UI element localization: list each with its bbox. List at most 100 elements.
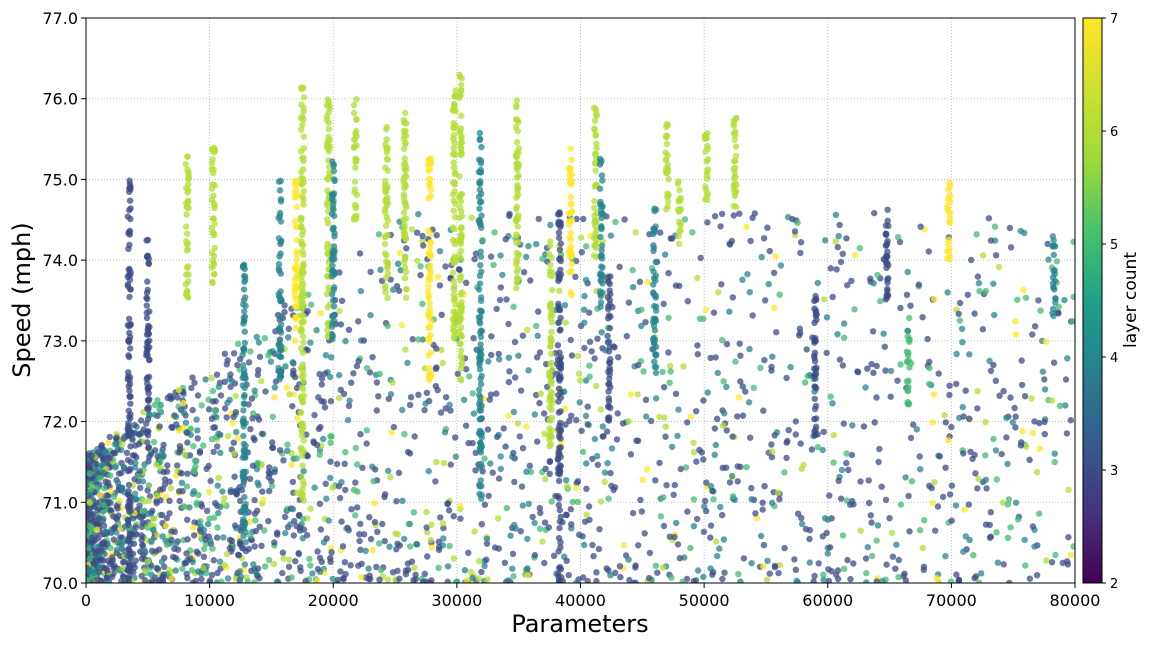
data-point <box>421 406 428 414</box>
data-point <box>267 358 275 365</box>
data-point <box>684 298 691 305</box>
data-point <box>1019 428 1026 435</box>
data-point <box>819 446 826 454</box>
data-point <box>496 296 504 304</box>
data-point <box>383 149 391 156</box>
colorbar-label: layer count <box>1121 252 1141 348</box>
data-point <box>162 522 170 529</box>
data-point <box>883 253 891 260</box>
data-point <box>768 441 775 448</box>
data-point <box>533 322 540 330</box>
data-point <box>210 232 218 239</box>
data-point <box>882 296 889 303</box>
data-point <box>710 496 717 503</box>
x-tick-label: 0 <box>81 591 91 610</box>
data-point <box>856 244 863 252</box>
data-point <box>1041 376 1048 383</box>
data-point <box>298 373 305 380</box>
data-point <box>487 253 495 260</box>
data-point <box>329 312 336 319</box>
data-point <box>573 579 580 583</box>
data-point <box>250 434 257 442</box>
data-point <box>1006 579 1013 583</box>
data-point <box>127 183 134 190</box>
data-point <box>242 447 249 454</box>
data-point <box>732 152 740 159</box>
data-point <box>554 356 562 363</box>
x-tick-label: 10000 <box>184 591 235 610</box>
data-point <box>439 359 446 367</box>
data-point <box>300 175 307 183</box>
data-point <box>346 397 353 404</box>
data-point <box>258 378 265 385</box>
data-point <box>904 351 912 359</box>
data-point <box>945 186 952 193</box>
data-point <box>1049 243 1056 250</box>
data-point <box>277 353 284 360</box>
data-point <box>86 541 90 548</box>
data-point <box>387 474 394 481</box>
data-point <box>554 492 562 500</box>
data-point <box>185 175 192 182</box>
data-point <box>840 565 848 573</box>
data-point <box>524 572 532 579</box>
data-point <box>731 174 738 182</box>
data-point <box>863 569 870 577</box>
data-point <box>700 528 708 536</box>
data-point <box>101 485 108 492</box>
data-point <box>435 564 442 571</box>
data-point <box>593 577 600 583</box>
data-point <box>578 249 585 256</box>
data-point <box>426 579 434 583</box>
data-point <box>363 365 371 372</box>
data-point <box>426 324 434 331</box>
data-point <box>770 269 778 276</box>
y-axis: 70.071.072.073.074.075.076.077.0 <box>42 9 86 593</box>
data-point <box>427 536 434 544</box>
data-point <box>184 189 191 196</box>
data-point <box>336 394 343 402</box>
data-point <box>335 483 343 490</box>
data-point <box>194 392 202 399</box>
data-point <box>475 575 482 582</box>
data-point <box>325 517 332 524</box>
data-point <box>111 525 118 532</box>
data-point <box>433 345 440 352</box>
data-point <box>182 419 190 426</box>
data-point <box>176 497 183 505</box>
data-point <box>125 407 132 414</box>
data-point <box>426 305 433 313</box>
data-point <box>171 528 178 535</box>
data-point <box>476 366 484 373</box>
data-point <box>591 117 599 125</box>
data-point <box>554 465 562 472</box>
data-point <box>423 389 431 397</box>
data-point <box>848 277 855 285</box>
data-point <box>358 573 365 581</box>
data-point <box>229 419 236 427</box>
data-point <box>1070 293 1075 301</box>
data-point <box>269 439 276 446</box>
data-point <box>748 496 755 503</box>
data-point <box>457 515 464 522</box>
data-point <box>481 501 489 508</box>
data-point <box>676 555 684 562</box>
data-point <box>783 374 790 382</box>
data-point <box>375 540 383 547</box>
data-point <box>240 452 248 459</box>
data-point <box>426 165 434 173</box>
data-point <box>670 491 677 498</box>
data-point <box>313 576 321 583</box>
data-point <box>247 518 254 525</box>
data-point <box>95 547 102 555</box>
data-point <box>253 333 260 341</box>
data-point <box>452 579 459 583</box>
data-point <box>613 436 621 443</box>
data-point <box>638 322 645 330</box>
data-point <box>921 517 928 524</box>
data-point <box>411 564 418 571</box>
data-point <box>905 492 912 500</box>
data-point <box>656 459 663 467</box>
data-point <box>300 497 307 504</box>
data-point <box>794 219 801 227</box>
